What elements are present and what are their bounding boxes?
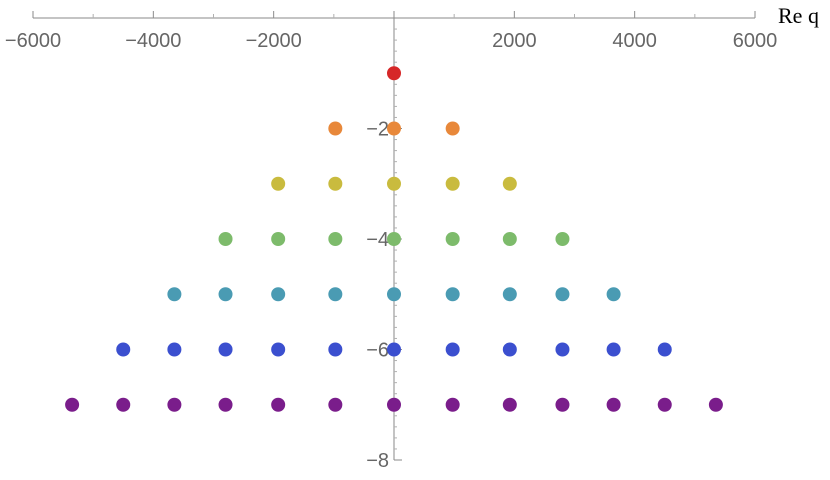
data-point bbox=[218, 232, 233, 246]
data-point bbox=[271, 342, 286, 357]
data-point bbox=[502, 342, 517, 357]
data-point bbox=[116, 342, 131, 357]
data-point bbox=[555, 232, 570, 246]
data-point bbox=[387, 287, 401, 302]
data-point bbox=[387, 66, 401, 81]
data-point bbox=[167, 287, 182, 302]
data-point bbox=[445, 397, 460, 412]
data-point bbox=[65, 397, 80, 412]
x-tick-label: −4000 bbox=[125, 30, 181, 52]
data-point bbox=[218, 287, 233, 302]
data-point bbox=[445, 232, 460, 246]
y-tick-label: −6 bbox=[366, 340, 389, 362]
data-point bbox=[502, 232, 517, 246]
data-point bbox=[502, 287, 517, 302]
data-point bbox=[167, 342, 182, 357]
data-point bbox=[606, 287, 621, 302]
points-layer bbox=[65, 66, 723, 412]
data-point bbox=[387, 397, 401, 412]
data-point bbox=[555, 342, 570, 357]
data-point bbox=[445, 121, 460, 136]
data-point bbox=[387, 121, 401, 136]
data-point bbox=[555, 287, 570, 302]
data-point bbox=[657, 397, 672, 412]
data-point bbox=[445, 342, 460, 357]
data-point bbox=[271, 397, 286, 412]
data-point bbox=[271, 176, 286, 191]
data-point bbox=[387, 176, 401, 191]
data-point bbox=[328, 176, 343, 191]
data-point bbox=[387, 232, 401, 246]
axes-layer: −6000 −4000 −2000 2000 4000 6000 −2 −4 −6 −8 bbox=[5, 11, 777, 472]
x-tick-label: 6000 bbox=[733, 30, 778, 52]
data-point bbox=[445, 176, 460, 191]
data-point bbox=[502, 176, 517, 191]
data-point bbox=[116, 397, 131, 412]
data-point bbox=[328, 397, 343, 412]
data-point bbox=[606, 342, 621, 357]
data-point bbox=[328, 342, 343, 357]
data-point bbox=[328, 232, 343, 246]
data-point bbox=[271, 232, 286, 246]
x-tick-label: 2000 bbox=[492, 30, 537, 52]
y-tick-label: −2 bbox=[366, 119, 389, 141]
y-tick-label: −8 bbox=[366, 450, 389, 472]
x-tick-label: −6000 bbox=[5, 30, 61, 52]
data-point bbox=[271, 287, 286, 302]
data-point bbox=[445, 287, 460, 302]
data-point bbox=[606, 397, 621, 412]
x-tick-label: −2000 bbox=[246, 30, 302, 52]
data-point bbox=[167, 397, 182, 412]
data-point bbox=[218, 342, 233, 357]
data-point bbox=[502, 397, 517, 412]
data-point bbox=[328, 121, 343, 136]
data-point bbox=[328, 287, 343, 302]
x-axis-title: Re q bbox=[778, 3, 819, 28]
data-point bbox=[708, 397, 723, 412]
y-tick-label: −4 bbox=[366, 229, 389, 251]
data-point bbox=[555, 397, 570, 412]
x-tick-label: 4000 bbox=[612, 30, 657, 52]
data-point bbox=[657, 342, 672, 357]
data-point bbox=[387, 342, 401, 357]
data-point bbox=[218, 397, 233, 412]
